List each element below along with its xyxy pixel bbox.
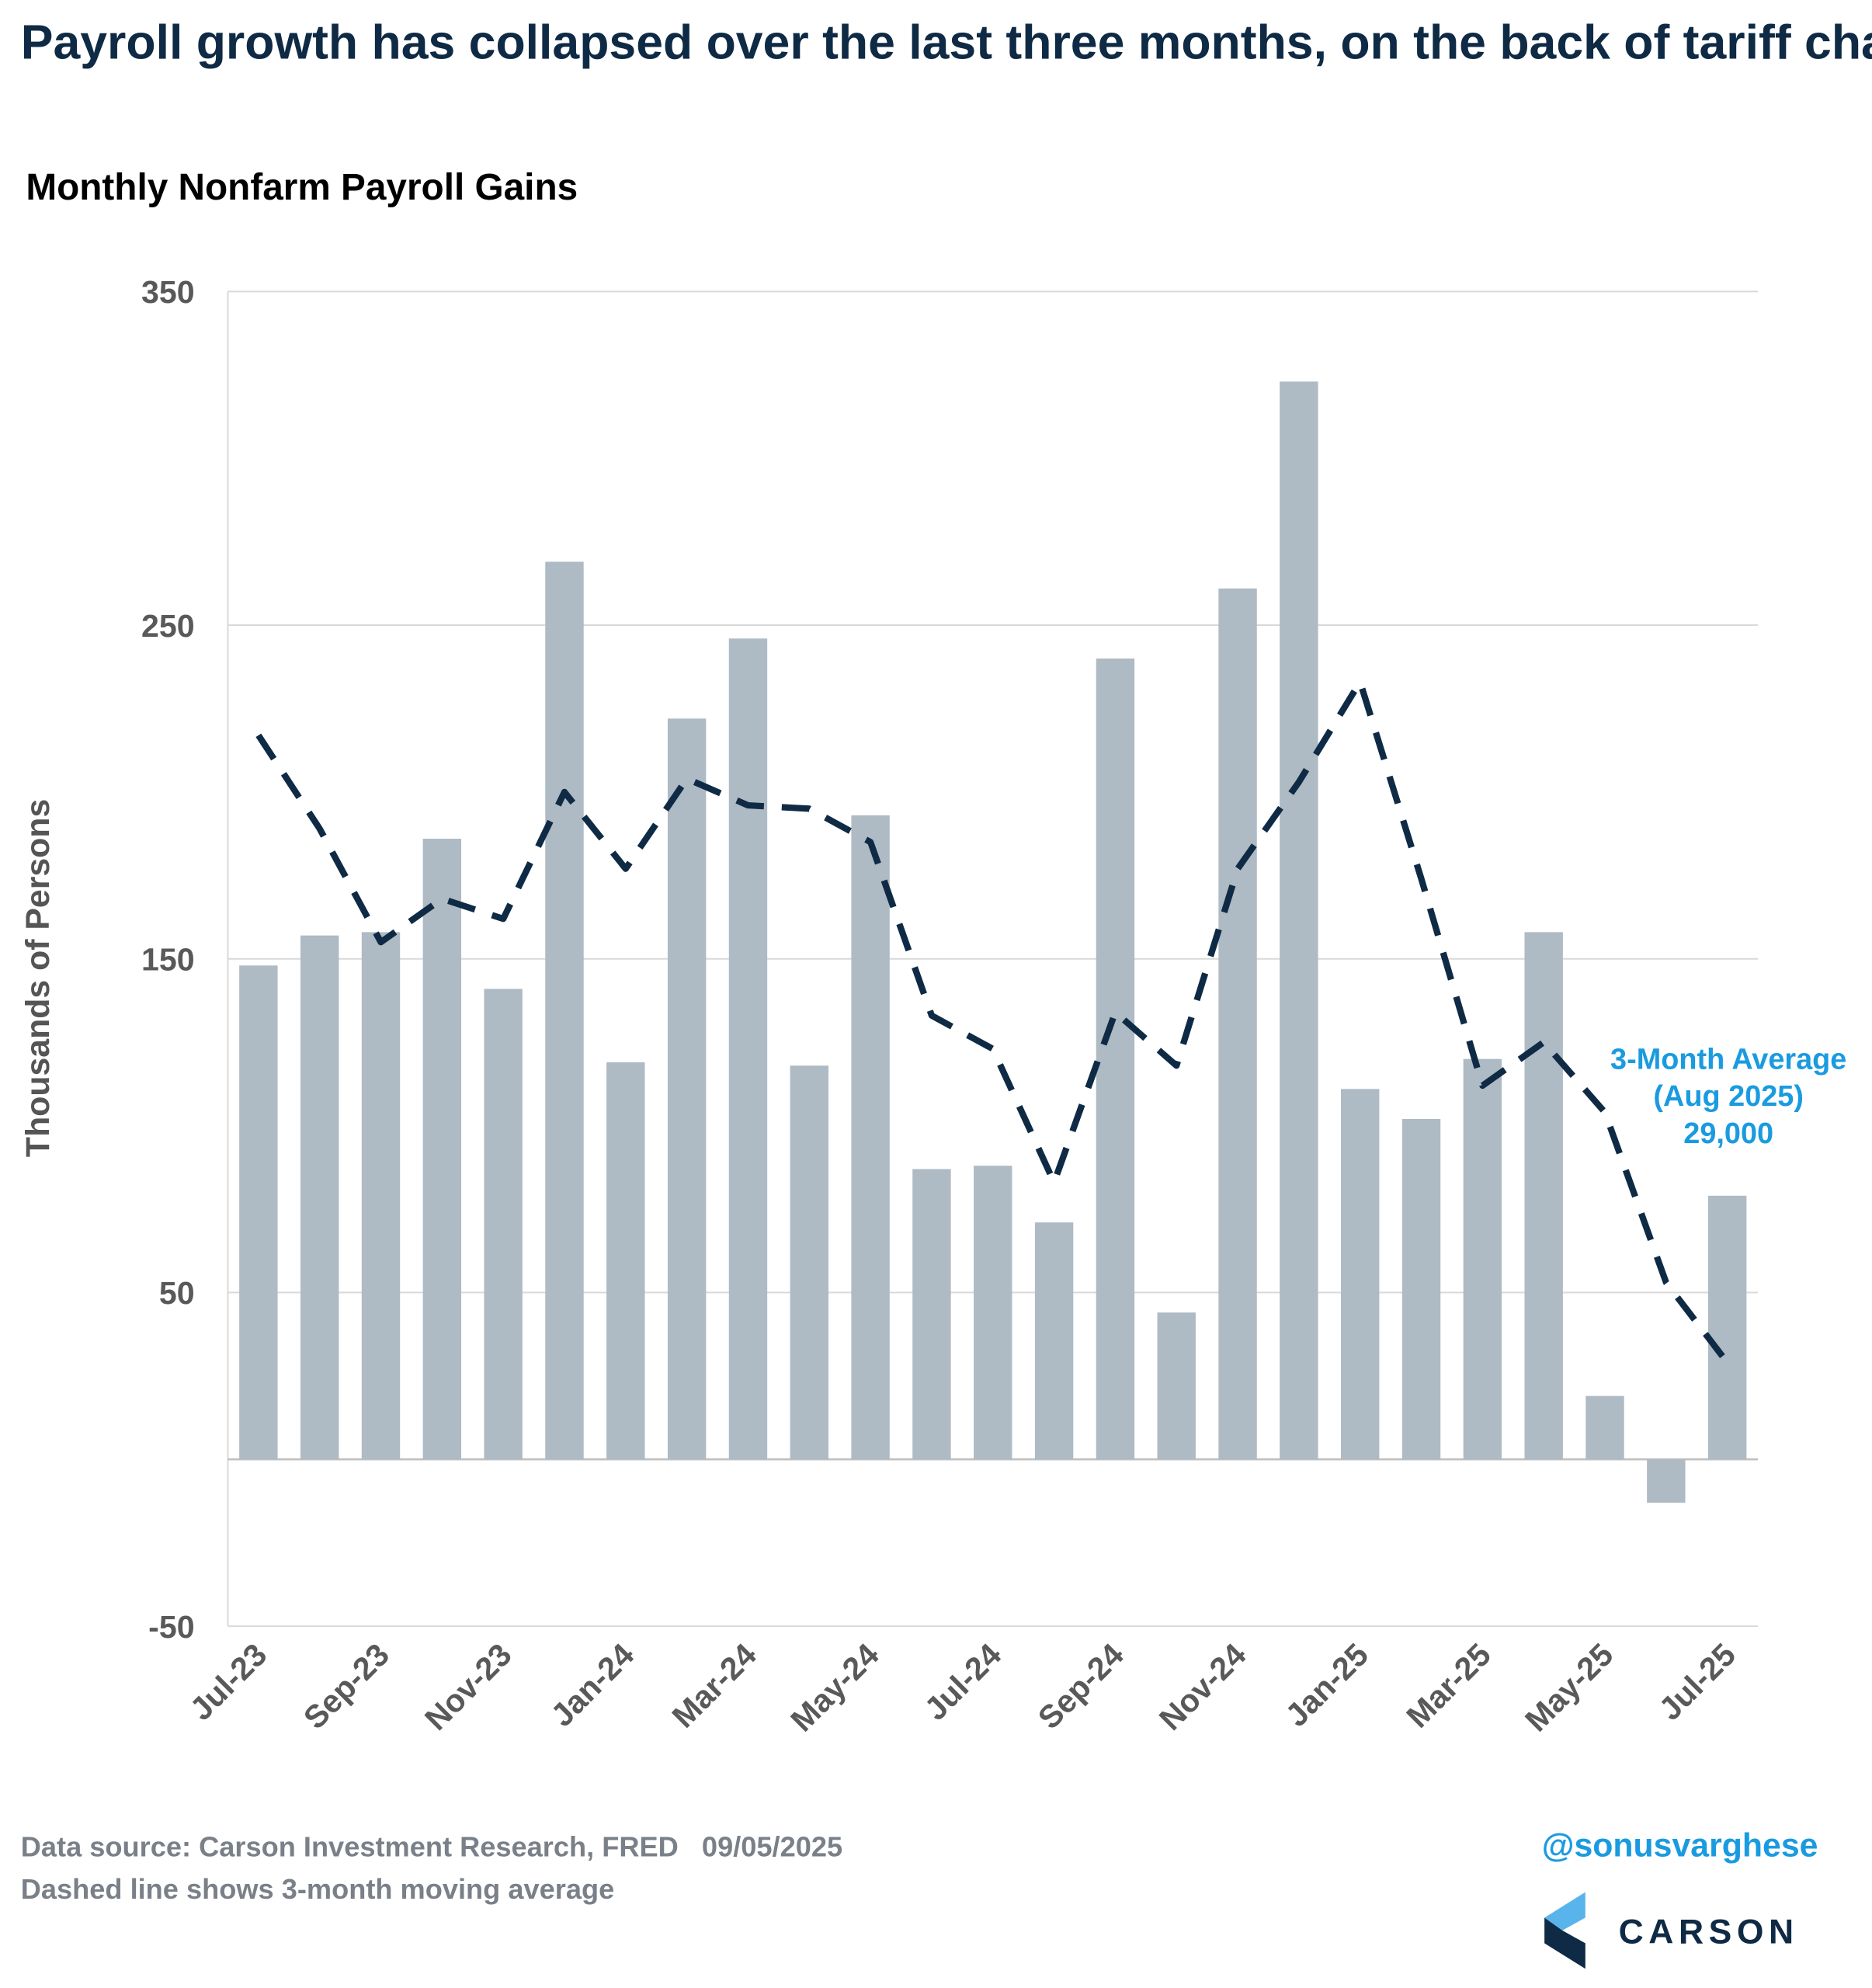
bar	[1034, 1222, 1074, 1460]
brand-logo: CARSON	[1544, 1892, 1799, 1969]
bar	[851, 815, 890, 1460]
bar	[1341, 1089, 1380, 1460]
bar	[1585, 1395, 1624, 1460]
bar	[1401, 1118, 1441, 1460]
annotation: 3-Month Average	[1610, 1043, 1846, 1076]
bar	[912, 1169, 951, 1460]
bar	[606, 1062, 645, 1460]
chart-subtitle: Monthly Nonfarm Payroll Gains	[26, 167, 578, 208]
footer-note: Data source: Carson Investment Research,…	[21, 1830, 842, 1862]
bar	[1157, 1312, 1196, 1460]
y-tick-label: -50	[148, 1609, 194, 1645]
bar	[484, 989, 523, 1460]
bar	[667, 718, 707, 1460]
y-tick-label: 50	[159, 1275, 195, 1311]
logo-shape	[1544, 1892, 1585, 1931]
bar	[1524, 932, 1563, 1460]
y-tick-label: 250	[141, 608, 195, 644]
y-tick-label: 350	[141, 274, 195, 310]
y-tick-label: 150	[141, 942, 195, 978]
bar	[239, 965, 278, 1460]
brand-name: CARSON	[1619, 1913, 1799, 1951]
logo-shape	[1544, 1917, 1585, 1969]
bar	[1280, 381, 1318, 1460]
annotation: (Aug 2025)	[1653, 1080, 1804, 1113]
bar	[1707, 1195, 1747, 1460]
bar	[300, 935, 339, 1460]
bar	[1463, 1058, 1502, 1460]
y-axis-label: Thousands of Persons	[19, 799, 57, 1157]
bar	[1647, 1459, 1686, 1503]
bar	[1096, 659, 1135, 1460]
bar	[1218, 588, 1257, 1460]
bar	[790, 1065, 828, 1460]
bar	[422, 839, 462, 1460]
handle: @sonusvarghese	[1542, 1826, 1818, 1864]
bar	[728, 638, 768, 1460]
bar	[361, 932, 401, 1460]
bar	[545, 561, 584, 1460]
footer-note: Dashed line shows 3-month moving average	[21, 1873, 614, 1905]
moving-average-line	[255, 678, 1730, 1365]
chart-title: Payroll growth has collapsed over the la…	[21, 16, 1872, 70]
annotation: 29,000	[1683, 1117, 1773, 1150]
bar	[974, 1166, 1012, 1460]
